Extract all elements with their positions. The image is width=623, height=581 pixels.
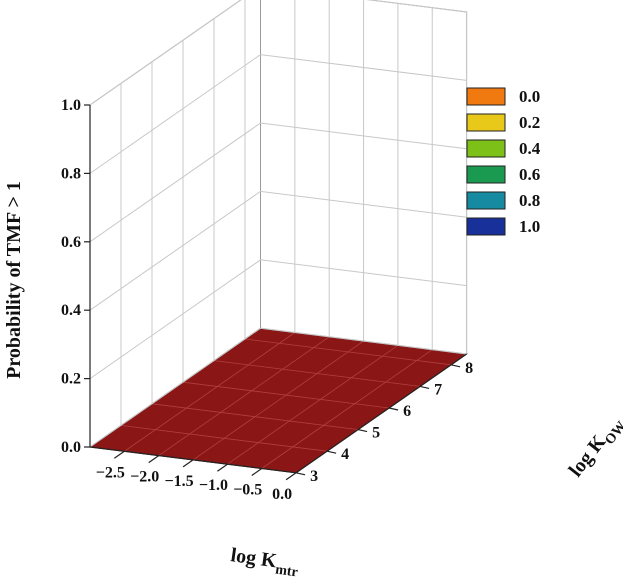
floor-gridline-y <box>244 338 452 366</box>
x-tick-label: −2.5 <box>96 464 125 481</box>
floor-gridline-x <box>227 345 399 465</box>
y-tick <box>357 429 368 433</box>
y-tick-label: 7 <box>434 381 442 398</box>
z-tick-label: 0.6 <box>61 234 81 251</box>
y-tick <box>388 407 399 411</box>
x-tick <box>285 472 297 481</box>
y-tick-label: 4 <box>341 446 349 463</box>
floor-gridline-x <box>158 336 330 456</box>
floor-gridline-y <box>213 360 421 387</box>
y-tick <box>295 472 306 476</box>
legend-swatch <box>466 113 506 132</box>
x-axis-label-main: log K <box>229 544 278 572</box>
x-tick <box>114 450 125 459</box>
z-tick-label: 1.0 <box>61 97 81 114</box>
legend-label: 0.6 <box>519 165 540 184</box>
y-tick-label: 5 <box>372 425 380 442</box>
y-axis-label: log KOW <box>565 412 623 485</box>
x-tick-label: 0.0 <box>272 486 292 503</box>
y-tick <box>326 450 337 454</box>
legend-swatch <box>466 87 506 106</box>
floor-gridline-x <box>192 340 364 461</box>
legend-swatch <box>466 165 506 184</box>
z-tick-label: 0.4 <box>61 302 81 319</box>
chart-axes: 0.0 0.2 0.4 0.6 0.8 1.0 −2.5 −2.0 −1.5 −1.0 −0.5 0.… <box>61 97 473 503</box>
x-tick-label: −1.5 <box>164 473 193 490</box>
z-axis-label: Probability of TMF > 1 <box>3 181 25 379</box>
x-tick <box>251 468 263 476</box>
legend-swatch <box>466 217 506 236</box>
legend-swatch <box>466 139 506 158</box>
legend-label: 0.8 <box>519 191 540 210</box>
y-tick-label: 3 <box>310 468 318 485</box>
legend-label: 0.4 <box>519 139 541 158</box>
z-tick-label: 0.0 <box>61 439 81 456</box>
chart-gridlines <box>89 0 468 448</box>
legend-swatch <box>466 191 506 210</box>
legend-label: 0.0 <box>519 87 540 106</box>
y-tick-label: 8 <box>465 360 473 377</box>
chart-floor <box>88 327 468 474</box>
x-tick-label: −0.5 <box>233 482 262 499</box>
floor-gridline-y <box>120 425 328 452</box>
z-tick-label: 0.8 <box>61 165 81 182</box>
x-tick-label: −2.0 <box>130 469 159 486</box>
legend-label: 0.2 <box>519 113 540 132</box>
floor-gridline-y <box>182 381 390 409</box>
y-tick <box>419 385 430 389</box>
x-tick <box>182 459 194 468</box>
z-tick-label: 0.2 <box>61 371 81 388</box>
x-axis-label: log Kmtr <box>229 544 301 580</box>
x-tick-label: −1.0 <box>199 477 228 494</box>
floor-gridline-x <box>124 332 296 452</box>
floor-gridline-y <box>151 403 359 430</box>
x-axis-label-sub: mtr <box>274 562 298 580</box>
x-tick <box>148 455 160 464</box>
y-tick-label: 6 <box>403 403 411 420</box>
floor-gridline-x <box>261 349 433 469</box>
y-tick <box>450 364 461 368</box>
legend-label: 1.0 <box>519 217 540 236</box>
chart-legend: 0.0 0.2 0.4 0.6 0.8 1.0 <box>466 87 541 236</box>
y-axis-line <box>295 353 467 474</box>
x-tick <box>217 463 228 472</box>
